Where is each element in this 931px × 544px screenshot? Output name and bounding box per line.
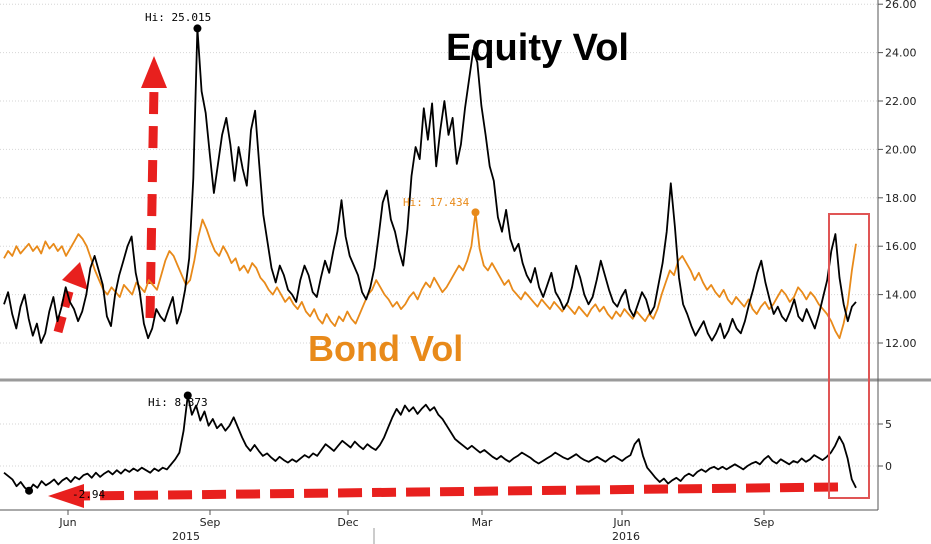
x-tick-label: Sep [754, 516, 775, 529]
x-tick-label: Sep [200, 516, 221, 529]
bottom-y-axis: 05 [878, 418, 892, 473]
x-tick-label: Mar [472, 516, 493, 529]
arrow-large-head [141, 56, 167, 88]
y-tick-label: 0 [885, 460, 892, 473]
spread-hi-marker [183, 391, 192, 400]
year-label: 2016 [612, 530, 640, 543]
chart-subtitle: Bond Vol [308, 328, 463, 369]
spread-lo-marker [25, 486, 34, 495]
chart-title: Equity Vol [446, 27, 629, 69]
y-tick-label: 12.00 [885, 337, 917, 350]
spread-hi-label: Hi: 8.373 [148, 396, 208, 409]
spread-lo-label: -2.94 [72, 488, 105, 501]
spread-line [3, 394, 857, 492]
equity-vol-line [3, 27, 857, 344]
y-tick-label: 22.00 [885, 95, 917, 108]
bond-hi-label: Hi: 17.434 [403, 196, 470, 209]
highlight-box [828, 213, 870, 499]
bottom-grid [0, 423, 878, 467]
y-tick-label: 26.00 [885, 0, 917, 11]
equity-hi-label: Hi: 25.015 [145, 11, 211, 24]
y-tick-label: 5 [885, 418, 892, 431]
x-tick-label: Jun [58, 516, 76, 529]
y-tick-label: 20.00 [885, 143, 917, 156]
arrow-bottom-shaft [81, 482, 839, 501]
equity-hi-marker [193, 24, 202, 33]
arrow-large-shaft [145, 85, 159, 319]
top-y-axis: 12.00 14.00 16.00 18.00 20.00 22.00 24.00 26.00 [878, 0, 917, 350]
annotation-arrows [48, 56, 839, 508]
y-tick-label: 14.00 [885, 289, 917, 302]
y-tick-label: 16.00 [885, 240, 917, 253]
arrow-bottom-head [48, 484, 84, 508]
y-tick-label: 18.00 [885, 192, 917, 205]
y-tick-label: 24.00 [885, 47, 917, 60]
top-grid [0, 3, 878, 344]
bond-vol-line [3, 211, 857, 340]
x-tick-label: Dec [337, 516, 358, 529]
x-tick-label: Jun [612, 516, 630, 529]
bond-hi-marker [471, 208, 480, 217]
series-layer [3, 24, 857, 495]
arrow-small-head [62, 262, 88, 290]
year-label: 2015 [172, 530, 200, 543]
